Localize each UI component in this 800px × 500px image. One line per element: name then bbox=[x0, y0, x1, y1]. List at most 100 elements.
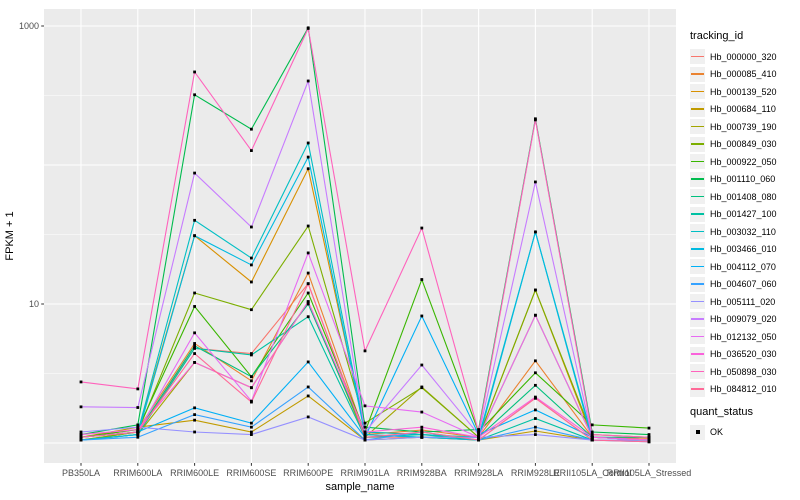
x-tick-label: RRIM600SE bbox=[226, 468, 276, 478]
legend-item-Hb_001110_060: Hb_001110_060 bbox=[690, 171, 798, 187]
legend-item-Hb_000085_410: Hb_000085_410 bbox=[690, 66, 798, 82]
legend-item-label: Hb_001408_080 bbox=[710, 191, 777, 202]
data-point bbox=[193, 331, 196, 335]
data-point bbox=[306, 251, 310, 255]
legend-key-line-icon bbox=[690, 329, 705, 344]
data-point bbox=[477, 428, 480, 431]
legend-key-line-icon bbox=[690, 241, 705, 257]
data-point bbox=[420, 410, 424, 414]
legend-key-line-icon bbox=[690, 381, 705, 397]
data-point bbox=[534, 408, 537, 412]
data-point bbox=[420, 428, 424, 432]
data-point bbox=[363, 433, 367, 436]
data-point bbox=[420, 425, 424, 429]
legend-key-line-icon bbox=[690, 294, 705, 309]
data-point bbox=[79, 435, 83, 439]
data-point bbox=[193, 305, 196, 308]
data-point bbox=[534, 313, 537, 317]
legend-item-label: Hb_004112_070 bbox=[710, 261, 776, 272]
data-point bbox=[136, 428, 140, 431]
data-point bbox=[136, 387, 140, 391]
data-point bbox=[193, 406, 196, 410]
legend-item-label: Hb_001110_060 bbox=[710, 174, 776, 184]
legend-key-line-icon bbox=[690, 346, 705, 362]
data-point bbox=[250, 127, 253, 131]
x-tick-label: RRIM928BA bbox=[397, 468, 447, 478]
data-point bbox=[193, 418, 196, 422]
data-point bbox=[477, 435, 480, 439]
data-point bbox=[250, 280, 253, 284]
data-point bbox=[534, 383, 537, 387]
data-point bbox=[306, 385, 310, 389]
legend-item-label: Hb_000922_050 bbox=[710, 156, 777, 167]
data-point bbox=[534, 359, 537, 363]
legend-item-label: Hb_036520_030 bbox=[710, 349, 777, 359]
legend-item-label: Hb_003032_110 bbox=[710, 226, 776, 237]
x-tick-label: RRIM600LA bbox=[113, 468, 162, 478]
data-point bbox=[306, 302, 310, 306]
data-point bbox=[306, 360, 310, 364]
data-point bbox=[250, 425, 253, 429]
data-point bbox=[477, 433, 480, 436]
data-point bbox=[306, 291, 310, 295]
data-point bbox=[306, 271, 310, 275]
data-point bbox=[306, 224, 310, 228]
data-point bbox=[420, 430, 424, 434]
data-point bbox=[250, 400, 253, 404]
legend-item-label: Hb_050898_030 bbox=[710, 366, 777, 377]
x-tick-label: RRIM600LE bbox=[170, 468, 219, 478]
x-tick-label: RRIM901LA bbox=[340, 468, 389, 478]
legend-item-label: Hb_084812_010 bbox=[710, 384, 777, 394]
legend-item-Hb_000139_520: Hb_000139_520 bbox=[690, 84, 798, 99]
y-tick-label: 1000 bbox=[19, 21, 39, 31]
x-tick-label: RRIM928LA bbox=[454, 468, 503, 478]
data-point bbox=[420, 278, 424, 281]
legend-item-label: Hb_004607_060 bbox=[710, 279, 777, 289]
legend-item-label: Hb_001427_100 bbox=[710, 209, 777, 219]
data-point bbox=[193, 352, 196, 355]
legend-item-Hb_000684_110: Hb_000684_110 bbox=[690, 101, 798, 117]
data-point bbox=[420, 363, 424, 367]
legend-key-line-icon bbox=[690, 224, 705, 239]
legend-key-line-icon bbox=[690, 171, 705, 187]
data-point bbox=[590, 430, 594, 434]
legend-item-label: Hb_000684_110 bbox=[710, 104, 776, 114]
legend-item-Hb_000922_050: Hb_000922_050 bbox=[690, 154, 798, 169]
data-point bbox=[306, 394, 310, 398]
data-point bbox=[250, 433, 253, 436]
data-point bbox=[306, 141, 310, 145]
legend-key-line-icon bbox=[690, 101, 705, 117]
data-point bbox=[647, 426, 651, 430]
data-point bbox=[250, 375, 253, 379]
data-point bbox=[420, 433, 424, 436]
legend-item-Hb_000849_030: Hb_000849_030 bbox=[690, 136, 798, 152]
legend-title-quant-status: quant_status bbox=[690, 405, 753, 418]
data-point bbox=[363, 435, 367, 439]
data-point bbox=[306, 167, 310, 171]
legend-key-line-icon bbox=[690, 119, 705, 134]
data-point bbox=[363, 430, 367, 434]
legend-key-line-icon bbox=[690, 189, 705, 204]
data-point bbox=[363, 425, 367, 429]
legend-key-line-icon bbox=[690, 364, 705, 379]
data-point bbox=[193, 430, 196, 434]
data-point bbox=[647, 440, 651, 444]
legend-key-line-icon bbox=[690, 259, 705, 274]
legend-item-label: Hb_000000_320 bbox=[710, 51, 777, 62]
legend-key-line-icon bbox=[690, 206, 705, 222]
data-point bbox=[306, 300, 310, 304]
legend-item-label: OK bbox=[710, 427, 724, 437]
x-tick-label: RRII105LA_Stressed bbox=[607, 468, 692, 478]
data-point bbox=[590, 423, 594, 427]
data-point bbox=[534, 118, 537, 122]
data-point bbox=[250, 379, 253, 383]
data-point bbox=[420, 386, 424, 390]
data-point bbox=[534, 288, 537, 292]
data-point bbox=[250, 225, 253, 229]
data-point bbox=[306, 155, 310, 159]
data-point bbox=[590, 433, 594, 436]
data-point bbox=[420, 314, 424, 318]
data-point bbox=[193, 234, 196, 238]
